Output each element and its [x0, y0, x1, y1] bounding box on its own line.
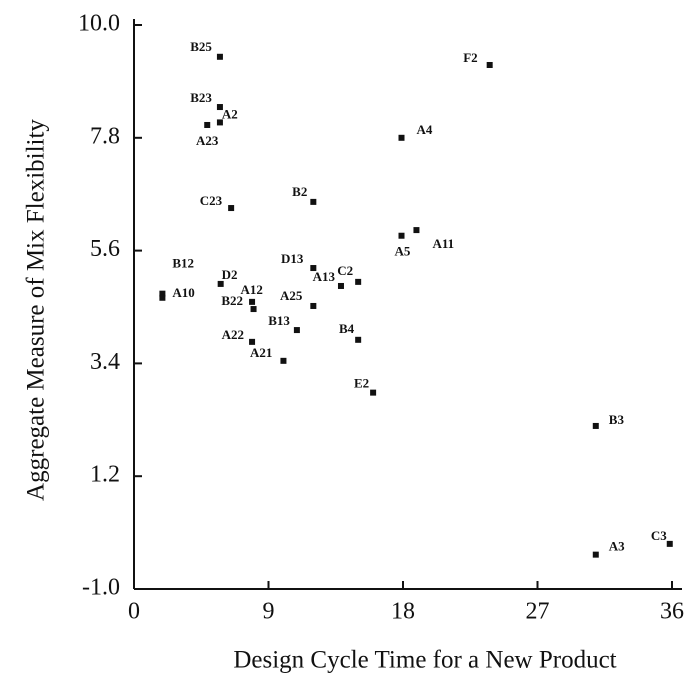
point [217, 280, 224, 287]
point [216, 104, 223, 111]
point-label: A5 [395, 244, 411, 259]
point [310, 302, 317, 309]
point-label: C23 [200, 193, 223, 208]
point-label: D2 [222, 267, 238, 282]
point [592, 422, 599, 429]
x-tick-label: 0 [128, 599, 140, 625]
point [666, 540, 673, 547]
point-label: D13 [281, 251, 304, 266]
point-label: A2 [222, 106, 238, 121]
point [355, 336, 362, 343]
point [370, 389, 377, 396]
point-label: C2 [337, 263, 353, 278]
point-label: A10 [172, 285, 194, 300]
y-tick-label: 10.0 [78, 11, 120, 37]
point [293, 327, 300, 334]
point [216, 53, 223, 60]
point-label: B13 [268, 313, 290, 328]
point [250, 306, 257, 313]
point [280, 357, 287, 364]
point [228, 205, 235, 212]
point-label: A22 [222, 327, 244, 342]
point-label: B2 [292, 184, 307, 199]
point [159, 294, 166, 301]
point [486, 61, 493, 68]
point [159, 290, 166, 297]
y-tick-label: 5.6 [90, 236, 120, 262]
point [413, 227, 420, 234]
y-tick-label: 7.8 [90, 123, 120, 149]
y-tick-label: 1.2 [90, 462, 120, 488]
point-label: B12 [172, 256, 194, 271]
x-tick-label: 18 [391, 599, 415, 625]
point-label: B25 [190, 39, 212, 54]
point [355, 278, 362, 285]
point-label: A23 [196, 133, 219, 148]
point-label: A25 [280, 288, 303, 303]
point [216, 119, 223, 126]
point-label: B3 [609, 412, 625, 427]
point-label: A12 [241, 282, 263, 297]
point [310, 265, 317, 272]
point-label: B22 [221, 293, 243, 308]
point-label: F2 [463, 50, 477, 65]
x-tick-label: 27 [526, 599, 550, 625]
point-label: E2 [354, 376, 369, 391]
point [310, 198, 317, 205]
point-label: A21 [250, 345, 272, 360]
point-label: B23 [190, 90, 212, 105]
point [249, 338, 256, 345]
point-label: A4 [417, 122, 433, 137]
point-label: C3 [651, 528, 667, 543]
x-tick-label: 9 [263, 599, 275, 625]
point [398, 232, 405, 239]
point-label: A13 [313, 269, 336, 284]
y-tick-label: -1.0 [82, 575, 120, 601]
x-axis-title: Design Cycle Time for a New Product [233, 647, 616, 674]
point [249, 298, 256, 305]
point [398, 134, 405, 141]
y-axis-title: Aggregate Measure of Mix Flexibility [23, 119, 50, 501]
y-tick-label: 3.4 [90, 349, 120, 375]
point [337, 282, 344, 289]
point [204, 121, 211, 128]
point [592, 551, 599, 558]
point-label: A3 [609, 539, 625, 554]
point-label: B4 [339, 321, 355, 336]
point-label: A11 [432, 236, 454, 251]
x-tick-label: 36 [660, 599, 684, 625]
